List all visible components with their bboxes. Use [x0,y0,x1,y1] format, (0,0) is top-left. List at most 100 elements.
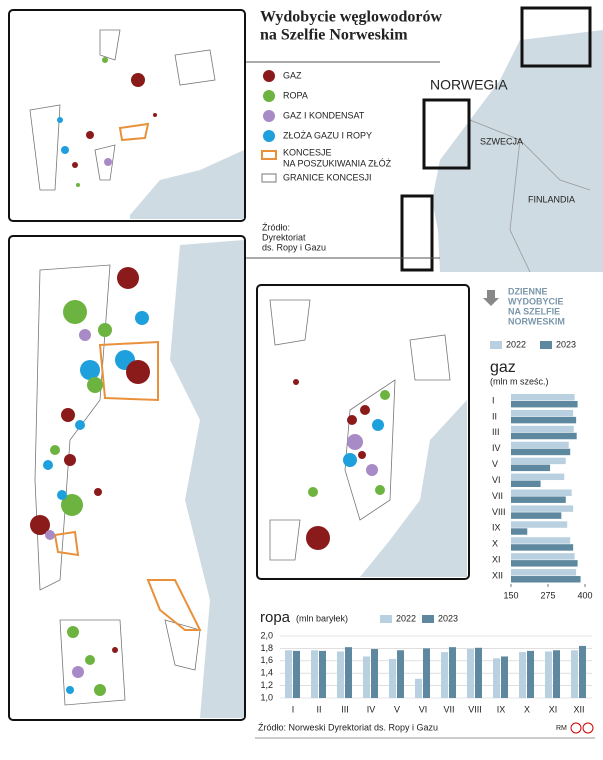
legend-label: NA POSZUKIWANIA ZŁÓŻ [283,158,392,168]
field-dot [86,131,94,139]
bar [371,649,378,698]
field-dot [61,408,75,422]
bar [511,560,578,567]
legend-swatch [261,150,277,160]
y-tick-label: XI [492,555,501,565]
bar [511,537,571,544]
field-dot [306,526,330,550]
y-tick-label: 1,6 [260,655,273,665]
y-tick-label: 1,2 [260,680,273,690]
field-dot [61,146,69,154]
bar [511,464,551,472]
bar [345,647,352,698]
field-dot [66,686,74,694]
field-dot [112,647,118,653]
legend-label: GAZ I KONDENSAT [283,110,365,120]
bar [389,658,396,698]
bar [311,650,318,698]
country: SZWECJA [480,136,523,146]
legend-label: ZŁOŻA GAZU I ROPY [283,130,372,140]
field-dot [380,390,390,400]
field-dot [72,162,78,168]
x-tick-label: IX [497,704,506,714]
bar [441,652,448,698]
y-tick-label: VI [492,475,501,485]
y-tick-label: XII [492,570,503,580]
bar [527,650,534,698]
legend-swatch [540,341,552,349]
bar [511,448,571,456]
bar [511,416,577,424]
field-dot [131,73,145,87]
bar [319,650,326,698]
zoom-box [520,6,592,68]
concession [269,299,451,561]
legend-label: KONCESJE [283,147,332,157]
field-dot [67,626,79,638]
field-dot [372,419,384,431]
side-heading: DZIENNE [508,286,548,296]
y-tick-label: VIII [492,507,506,517]
y-tick-label: II [492,411,497,421]
bar [467,649,474,698]
footer-source: Źródło: Norweski Dyrektoriat ds. Ropy i … [258,722,438,732]
field-dot [308,487,318,497]
chart-title: gaz [490,359,516,376]
legend-swatch [261,173,277,183]
legend-label: GRANICE KONCESJI [283,172,372,182]
chart-subtitle: (mln baryłek) [296,613,348,623]
legend-swatch [263,70,275,82]
field-dot [358,451,366,459]
field-dot [102,57,108,63]
field-dot [64,454,76,466]
land [130,150,244,219]
country: NORWEGIA [430,77,508,93]
field-dot [75,420,85,430]
source: Źródło: [262,222,290,232]
x-tick-label: XII [573,704,584,714]
field-dot [98,323,112,337]
bar [475,647,482,698]
bar [519,652,526,698]
bar [511,457,566,465]
title: na Szelfie Norweskim [260,27,408,44]
field-dot [43,460,53,470]
x-tick-label: 275 [540,590,555,600]
bar [511,400,578,408]
field-dot [366,464,378,476]
field-dot [293,379,299,385]
country: FINLANDIA [528,194,575,204]
bar [511,441,569,449]
bar [553,650,560,698]
field-dot [347,434,363,450]
y-tick-label: 1,4 [260,668,273,678]
bar [293,650,300,698]
legend-label: GAZ [283,70,302,80]
logo [570,722,582,734]
bar [511,473,565,481]
y-tick-label: 2,0 [260,630,273,640]
x-tick-label: VIII [468,704,482,714]
legend-label: 2022 [396,613,416,623]
legend-label: ROPA [283,90,308,100]
land [170,240,244,718]
y-tick-label: X [492,539,498,549]
legend-label: 2023 [438,613,458,623]
field-dot [104,158,112,166]
bar [511,521,568,528]
x-tick-label: VI [419,704,428,714]
bar [363,656,370,698]
bar [511,409,574,417]
bar [493,658,500,698]
field-dot [85,655,95,665]
source: Dyrektoriat [262,232,306,242]
x-tick-label: 150 [503,590,518,600]
bar [511,512,562,519]
zoom-box [400,194,434,272]
y-tick-label: V [492,459,498,469]
chart-subtitle: (mln m sześc.) [490,376,549,386]
concession-search [53,340,202,631]
legend-swatch [380,615,392,623]
bar [337,651,344,698]
